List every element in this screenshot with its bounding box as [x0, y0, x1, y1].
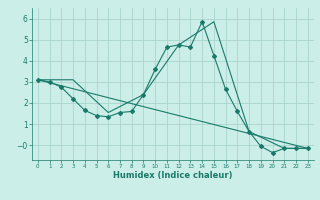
X-axis label: Humidex (Indice chaleur): Humidex (Indice chaleur)	[113, 171, 233, 180]
